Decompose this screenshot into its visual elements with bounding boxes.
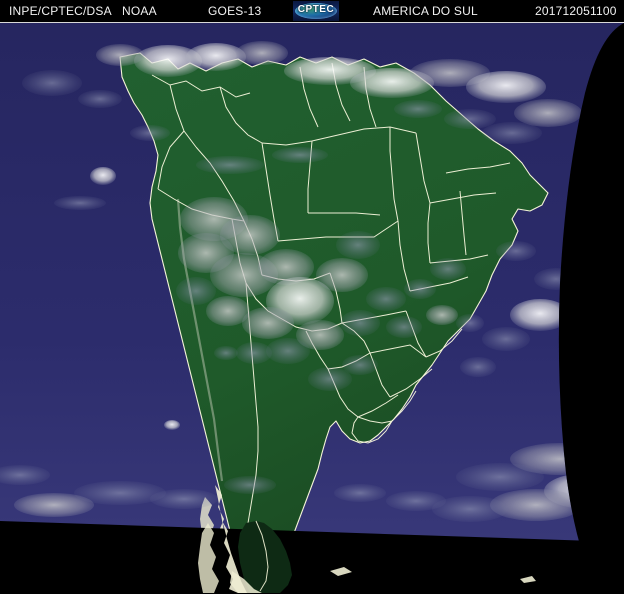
- timestamp-label: 201712051100: [535, 4, 617, 18]
- source-label: NOAA: [122, 4, 157, 18]
- satellite-label: GOES-13: [208, 4, 262, 18]
- night-side-land: [198, 520, 536, 593]
- terminator-night: [0, 521, 624, 594]
- satellite-image: [0, 23, 624, 594]
- logo-text: CPTEC: [297, 4, 335, 15]
- cptec-logo: CPTEC: [293, 1, 339, 21]
- logo-ellipse: [295, 3, 337, 19]
- earth-limb: [558, 23, 624, 594]
- satellite-image-area: [0, 22, 624, 594]
- header-bar: INPE/CPTEC/DSA NOAA GOES-13 CPTEC AMERIC…: [0, 0, 624, 22]
- agency-label: INPE/CPTEC/DSA: [9, 4, 112, 18]
- region-label: AMERICA DO SUL: [373, 4, 478, 18]
